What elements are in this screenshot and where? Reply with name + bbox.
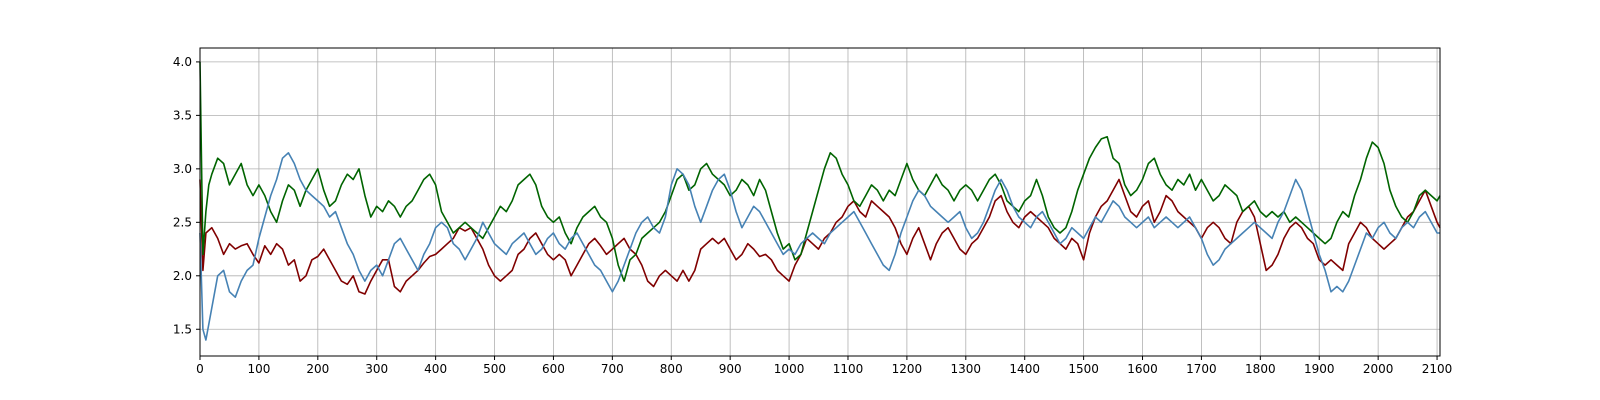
x-tick-label: 1800 — [1245, 362, 1276, 376]
x-tick-label: 500 — [483, 362, 506, 376]
x-tick-label: 2000 — [1363, 362, 1394, 376]
y-tick-label: 2.0 — [173, 269, 192, 283]
x-tick-label: 1200 — [892, 362, 923, 376]
y-tick-label: 1.5 — [173, 322, 192, 336]
series-lines — [199, 61, 1441, 341]
x-tick-label: 1500 — [1068, 362, 1099, 376]
series-line-3 — [199, 152, 1440, 341]
x-tick-label: 600 — [542, 362, 565, 376]
y-tick-label: 4.0 — [173, 55, 192, 69]
series-line-2 — [199, 61, 1441, 282]
x-tick-label: 900 — [719, 362, 742, 376]
x-tick-label: 1400 — [1009, 362, 1040, 376]
x-tick-label: 300 — [365, 362, 388, 376]
x-tick-label: 2100 — [1422, 362, 1453, 376]
x-tick-label: 200 — [306, 362, 329, 376]
x-tick-label: 1600 — [1127, 362, 1158, 376]
x-tick-label: 1700 — [1186, 362, 1217, 376]
x-tick-label: 1100 — [833, 362, 864, 376]
plot-frame — [199, 47, 1441, 357]
x-tick-label: 1900 — [1304, 362, 1335, 376]
y-tick-label: 2.5 — [173, 215, 192, 229]
y-tick-label: 3.0 — [173, 162, 192, 176]
series-line-1 — [199, 178, 1441, 295]
grid-lines — [199, 48, 1440, 356]
x-tick-label: 1300 — [951, 362, 982, 376]
x-tick-label: 700 — [601, 362, 624, 376]
x-tick-label: 800 — [660, 362, 683, 376]
axis-ticks: 0 100 200 300 400 500 600 700 800 900 1000 1100 1200… — [173, 55, 1452, 376]
x-tick-label: 400 — [424, 362, 447, 376]
y-tick-label: 3.5 — [173, 108, 192, 122]
x-tick-label: 100 — [247, 362, 270, 376]
x-tick-label: 1000 — [774, 362, 805, 376]
x-tick-label: 0 — [196, 362, 204, 376]
